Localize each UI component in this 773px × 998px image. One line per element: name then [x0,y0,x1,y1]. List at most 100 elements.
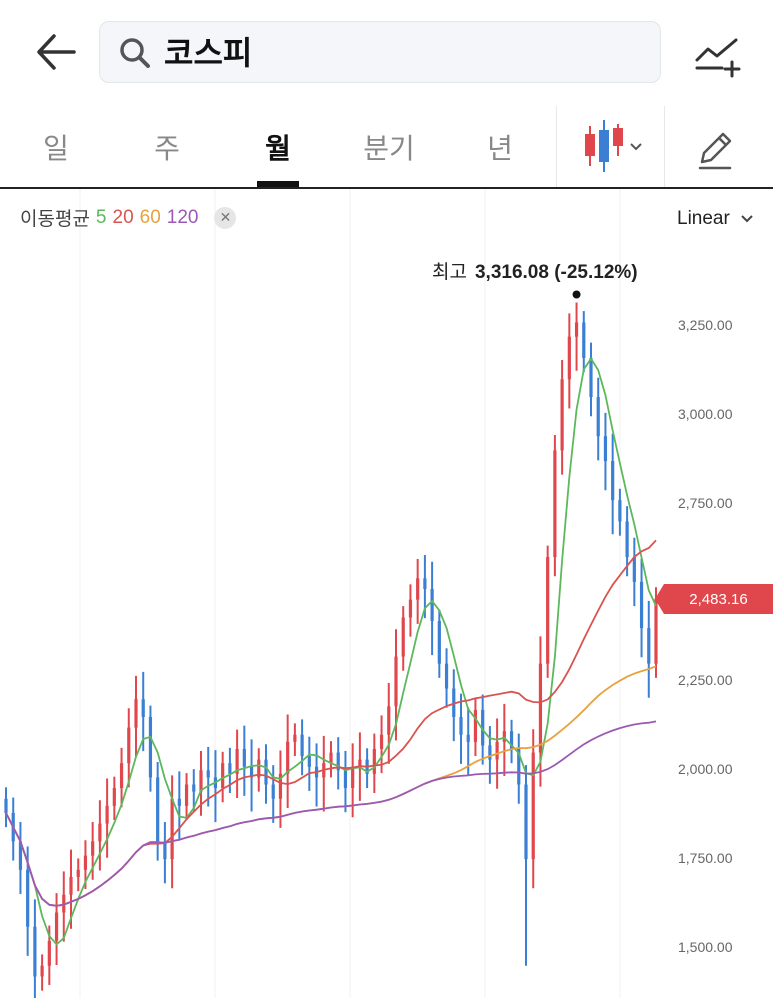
candle-body [611,461,615,501]
current-price-value: 2,483.16 [689,590,748,608]
search-icon [120,38,150,68]
candle-body [91,841,95,856]
candle-body [459,716,463,735]
add-compare-button[interactable] [694,30,744,80]
candle-body [625,521,629,558]
candle-body [249,766,254,778]
ma-period-20: 20 [112,206,134,228]
high-price-value: 3,316.08 (-25.12%) [474,262,638,283]
tab-month[interactable]: 월 [228,106,328,187]
scale-selector[interactable]: Linear [677,208,754,230]
back-button[interactable] [30,26,82,78]
candle-body [26,869,30,927]
candle-body [141,699,145,717]
candle-body [473,709,478,742]
candle-body [639,581,644,629]
candle-body [538,663,543,753]
y-tick-label: 3,250.00 [678,317,733,333]
candle-body [278,773,283,799]
price-chart[interactable] [0,189,773,998]
candle-body [163,841,167,860]
add-compare-chart-icon [695,38,741,78]
high-price-label: 최고 3,316.08 (-25.12%) [432,257,638,284]
candle-body [524,784,528,860]
candle-body [387,706,391,735]
candle-body [177,798,181,806]
candle-body [76,869,80,877]
candle-body [351,766,355,789]
candle-body [408,599,413,618]
candle-body [47,940,51,966]
period-tabs: 일 주 월 분기 년 [0,106,773,189]
chevron-down-icon [741,215,753,223]
candle-body [394,656,398,707]
tab-year[interactable]: 년 [487,131,513,165]
ma-period-5: 5 [95,206,107,228]
candle-body [184,784,189,806]
candle-body [264,759,268,785]
tab-day[interactable]: 일 [43,131,69,165]
ma20-line [5,539,657,907]
candle-body [423,578,427,590]
candle-body [271,784,275,799]
candle-body [401,617,405,657]
candle-body [589,357,593,398]
tab-quarter[interactable]: 분기 [363,131,415,165]
candle-body [502,731,506,742]
candle-body [416,578,420,600]
ma-period-120: 120 [166,206,199,228]
candle-body [444,663,449,689]
close-icon[interactable]: ✕ [214,206,237,229]
candle-body [40,965,44,977]
moving-average-legend[interactable]: 이동평균 5 20 60 120 ✕ [20,204,237,231]
candle-body [228,763,232,774]
candle-body [336,752,340,771]
candle-body [18,841,23,870]
ma-period-60: 60 [139,206,161,228]
high-marker-dot [572,290,581,299]
candle-body [134,699,138,728]
candle-body [33,926,37,977]
candle-body [192,784,196,792]
candle-body [156,777,160,842]
candle-body [379,734,384,749]
candle-body [127,727,131,764]
candlestick-icon [585,120,642,172]
candle-body [148,716,153,778]
search-box[interactable]: 코스피 [99,21,661,83]
candle-body [343,770,348,789]
candle-body [300,734,304,757]
candle-body [221,763,225,789]
candle-body [83,855,88,870]
candle-body [62,894,66,913]
pencil-icon [698,132,732,170]
candle-body [437,621,441,664]
y-tick-label: 2,000.00 [678,761,733,778]
candle-body [509,731,514,749]
ma120-line [5,720,657,907]
candle-body [596,397,600,437]
y-tick-label: 3,000.00 [678,405,733,422]
candle-body [235,748,239,774]
candle-body [307,756,311,767]
candle-body [372,748,376,774]
candle-body [488,745,492,760]
candle-body [430,589,434,622]
candle-body [647,628,651,664]
tab-week[interactable]: 주 [154,131,180,165]
candle-body [481,709,485,746]
edit-button[interactable] [690,124,740,174]
candle-body [4,798,8,813]
candle-body [582,322,586,358]
candle-body [517,748,521,785]
candle-body [199,770,203,792]
y-tick-label: 2,750.00 [678,494,733,511]
candle-body [257,759,261,778]
arrow-left-icon [37,34,76,70]
current-price-tag: 2,483.16 [655,584,773,614]
candle-body [654,598,658,664]
ma60-line [5,665,657,907]
candle-body [98,823,102,842]
chart-type-button[interactable] [578,118,648,176]
y-tick-label: 1,500.00 [678,939,733,955]
